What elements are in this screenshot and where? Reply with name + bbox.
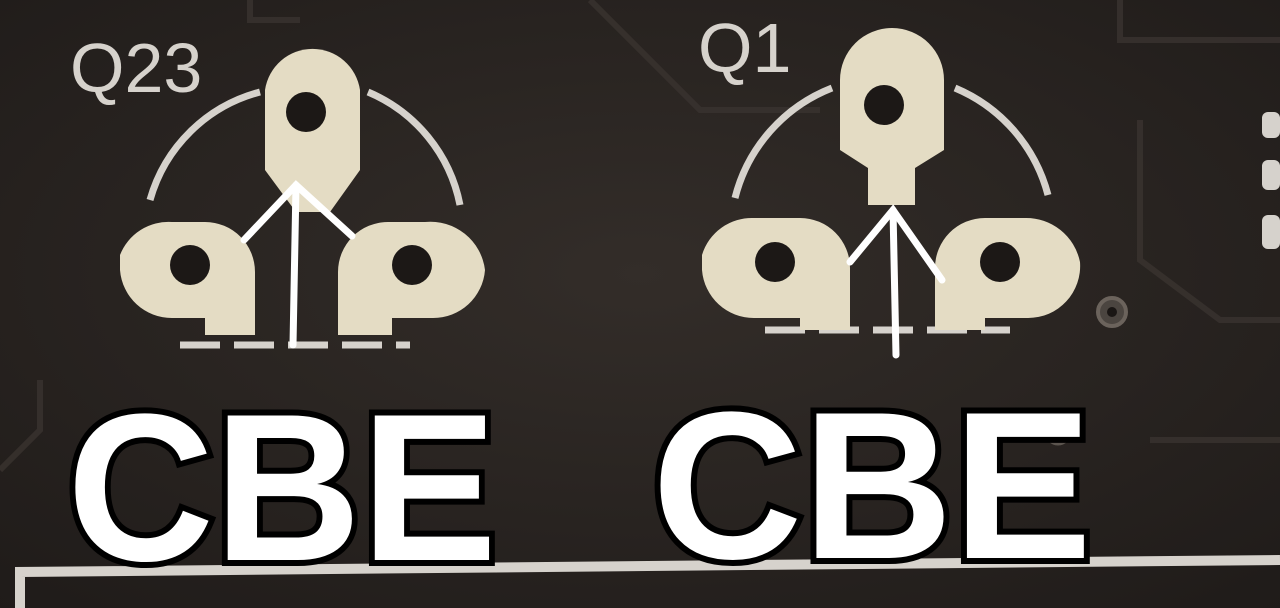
partial-silkscreen-text	[1262, 112, 1280, 249]
drill-hole	[286, 92, 326, 132]
arrow-annotation	[846, 204, 946, 359]
via	[1107, 307, 1117, 317]
transistor-footprint-q23: Q23	[70, 29, 485, 349]
drill-hole	[170, 245, 210, 285]
component-designator: Q1	[698, 9, 791, 87]
pin-order-label: CBE	[652, 368, 1092, 603]
drill-hole	[864, 85, 904, 125]
drill-hole	[980, 242, 1020, 282]
arrow-annotation	[240, 180, 356, 349]
silkscreen-body-arc	[146, 88, 261, 201]
via	[1044, 418, 1072, 446]
transistor-footprint-q1: Q1	[698, 9, 1081, 359]
drill-hole	[392, 245, 432, 285]
silkscreen-body-arc	[953, 84, 1052, 196]
via-group	[1044, 296, 1128, 446]
board-traces	[0, 0, 1280, 473]
component-designator: Q23	[70, 29, 202, 107]
silkscreen-outline	[15, 555, 1280, 608]
silkscreen-body-arc	[366, 88, 464, 206]
silkscreen-body-arc	[731, 84, 834, 199]
drill-hole	[755, 242, 795, 282]
pin-order-label: CBE	[67, 370, 497, 605]
